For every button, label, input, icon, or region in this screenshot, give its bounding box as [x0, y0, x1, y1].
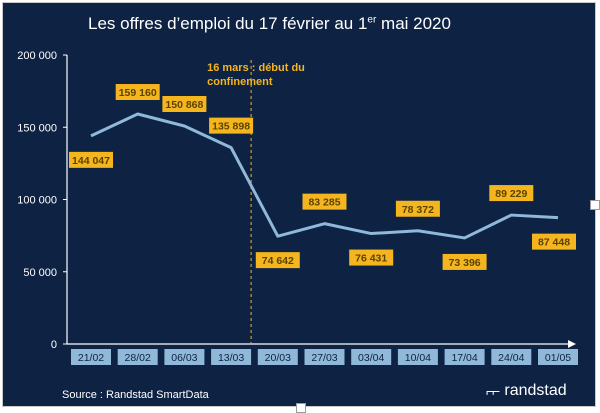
source-note: Source : Randstad SmartData — [62, 389, 209, 401]
series-line — [90, 112, 559, 240]
chart-background — [2, 2, 596, 407]
data-label: 150 868 — [165, 99, 203, 111]
data-label-box — [69, 151, 113, 168]
x-category-box — [538, 349, 578, 365]
data-label: 83 285 — [308, 197, 340, 209]
x-category-box — [491, 349, 532, 365]
x-category-box — [397, 349, 438, 365]
data-label-box — [532, 233, 576, 250]
data-label-box — [209, 117, 254, 134]
x-tick-label: 24/04 — [498, 352, 524, 364]
data-label: 74 642 — [262, 255, 294, 267]
annotation-text-line1: 16 mars : début du — [207, 62, 305, 74]
x-tick-label: 06/03 — [171, 352, 197, 364]
data-label-box — [489, 185, 534, 202]
resize-handle-bottom[interactable] — [296, 403, 306, 413]
data-label: 144 047 — [72, 155, 110, 167]
x-tick-label: 20/03 — [265, 352, 291, 364]
x-category-box — [257, 349, 298, 365]
y-tick-label: 0 — [51, 339, 57, 351]
y-tick-label: 100 000 — [17, 195, 57, 207]
randstad-logo: ⌐⌐ randstad — [486, 382, 567, 400]
data-label: 135 898 — [212, 121, 250, 133]
y-tick-label: 150 000 — [17, 122, 57, 134]
x-category-box — [71, 349, 111, 365]
data-label: 76 431 — [355, 253, 387, 265]
data-label-box — [115, 84, 160, 101]
x-category-box — [304, 349, 345, 365]
x-category-box — [164, 349, 205, 365]
x-axis-arrow — [568, 340, 576, 348]
data-label: 73 396 — [449, 257, 481, 269]
x-category-box — [351, 349, 392, 365]
y-tick-label: 200 000 — [17, 50, 57, 62]
data-label-box — [395, 200, 440, 217]
data-label-box — [302, 193, 347, 210]
randstad-logo-icon: ⌐⌐ — [486, 383, 500, 399]
data-label: 89 229 — [495, 188, 527, 200]
chart-title: Les offres d’emploi du 17 février au 1er… — [88, 14, 451, 33]
x-tick-label: 13/03 — [218, 352, 244, 364]
data-label-box — [255, 252, 300, 269]
x-tick-label: 10/04 — [405, 352, 431, 364]
data-label-box — [162, 95, 207, 112]
x-tick-label: 03/04 — [358, 352, 384, 364]
x-category-box — [444, 349, 485, 365]
x-category-box — [211, 349, 252, 365]
x-tick-label: 01/05 — [545, 352, 571, 364]
y-tick-label: 50 000 — [23, 267, 57, 279]
data-label-box — [442, 253, 487, 270]
x-tick-label: 28/02 — [125, 352, 151, 364]
randstad-logo-text: randstad — [504, 382, 567, 399]
x-tick-label: 27/03 — [311, 352, 337, 364]
data-label: 78 372 — [402, 204, 434, 216]
data-label-box — [349, 249, 394, 266]
x-tick-label: 21/02 — [78, 352, 104, 364]
data-label: 87 448 — [538, 237, 570, 249]
x-category-box — [117, 349, 158, 365]
annotation-text-line2: confinement — [207, 76, 273, 88]
resize-handle-right[interactable] — [590, 200, 600, 210]
x-tick-label: 17/04 — [451, 352, 477, 364]
data-label: 159 160 — [119, 87, 157, 99]
